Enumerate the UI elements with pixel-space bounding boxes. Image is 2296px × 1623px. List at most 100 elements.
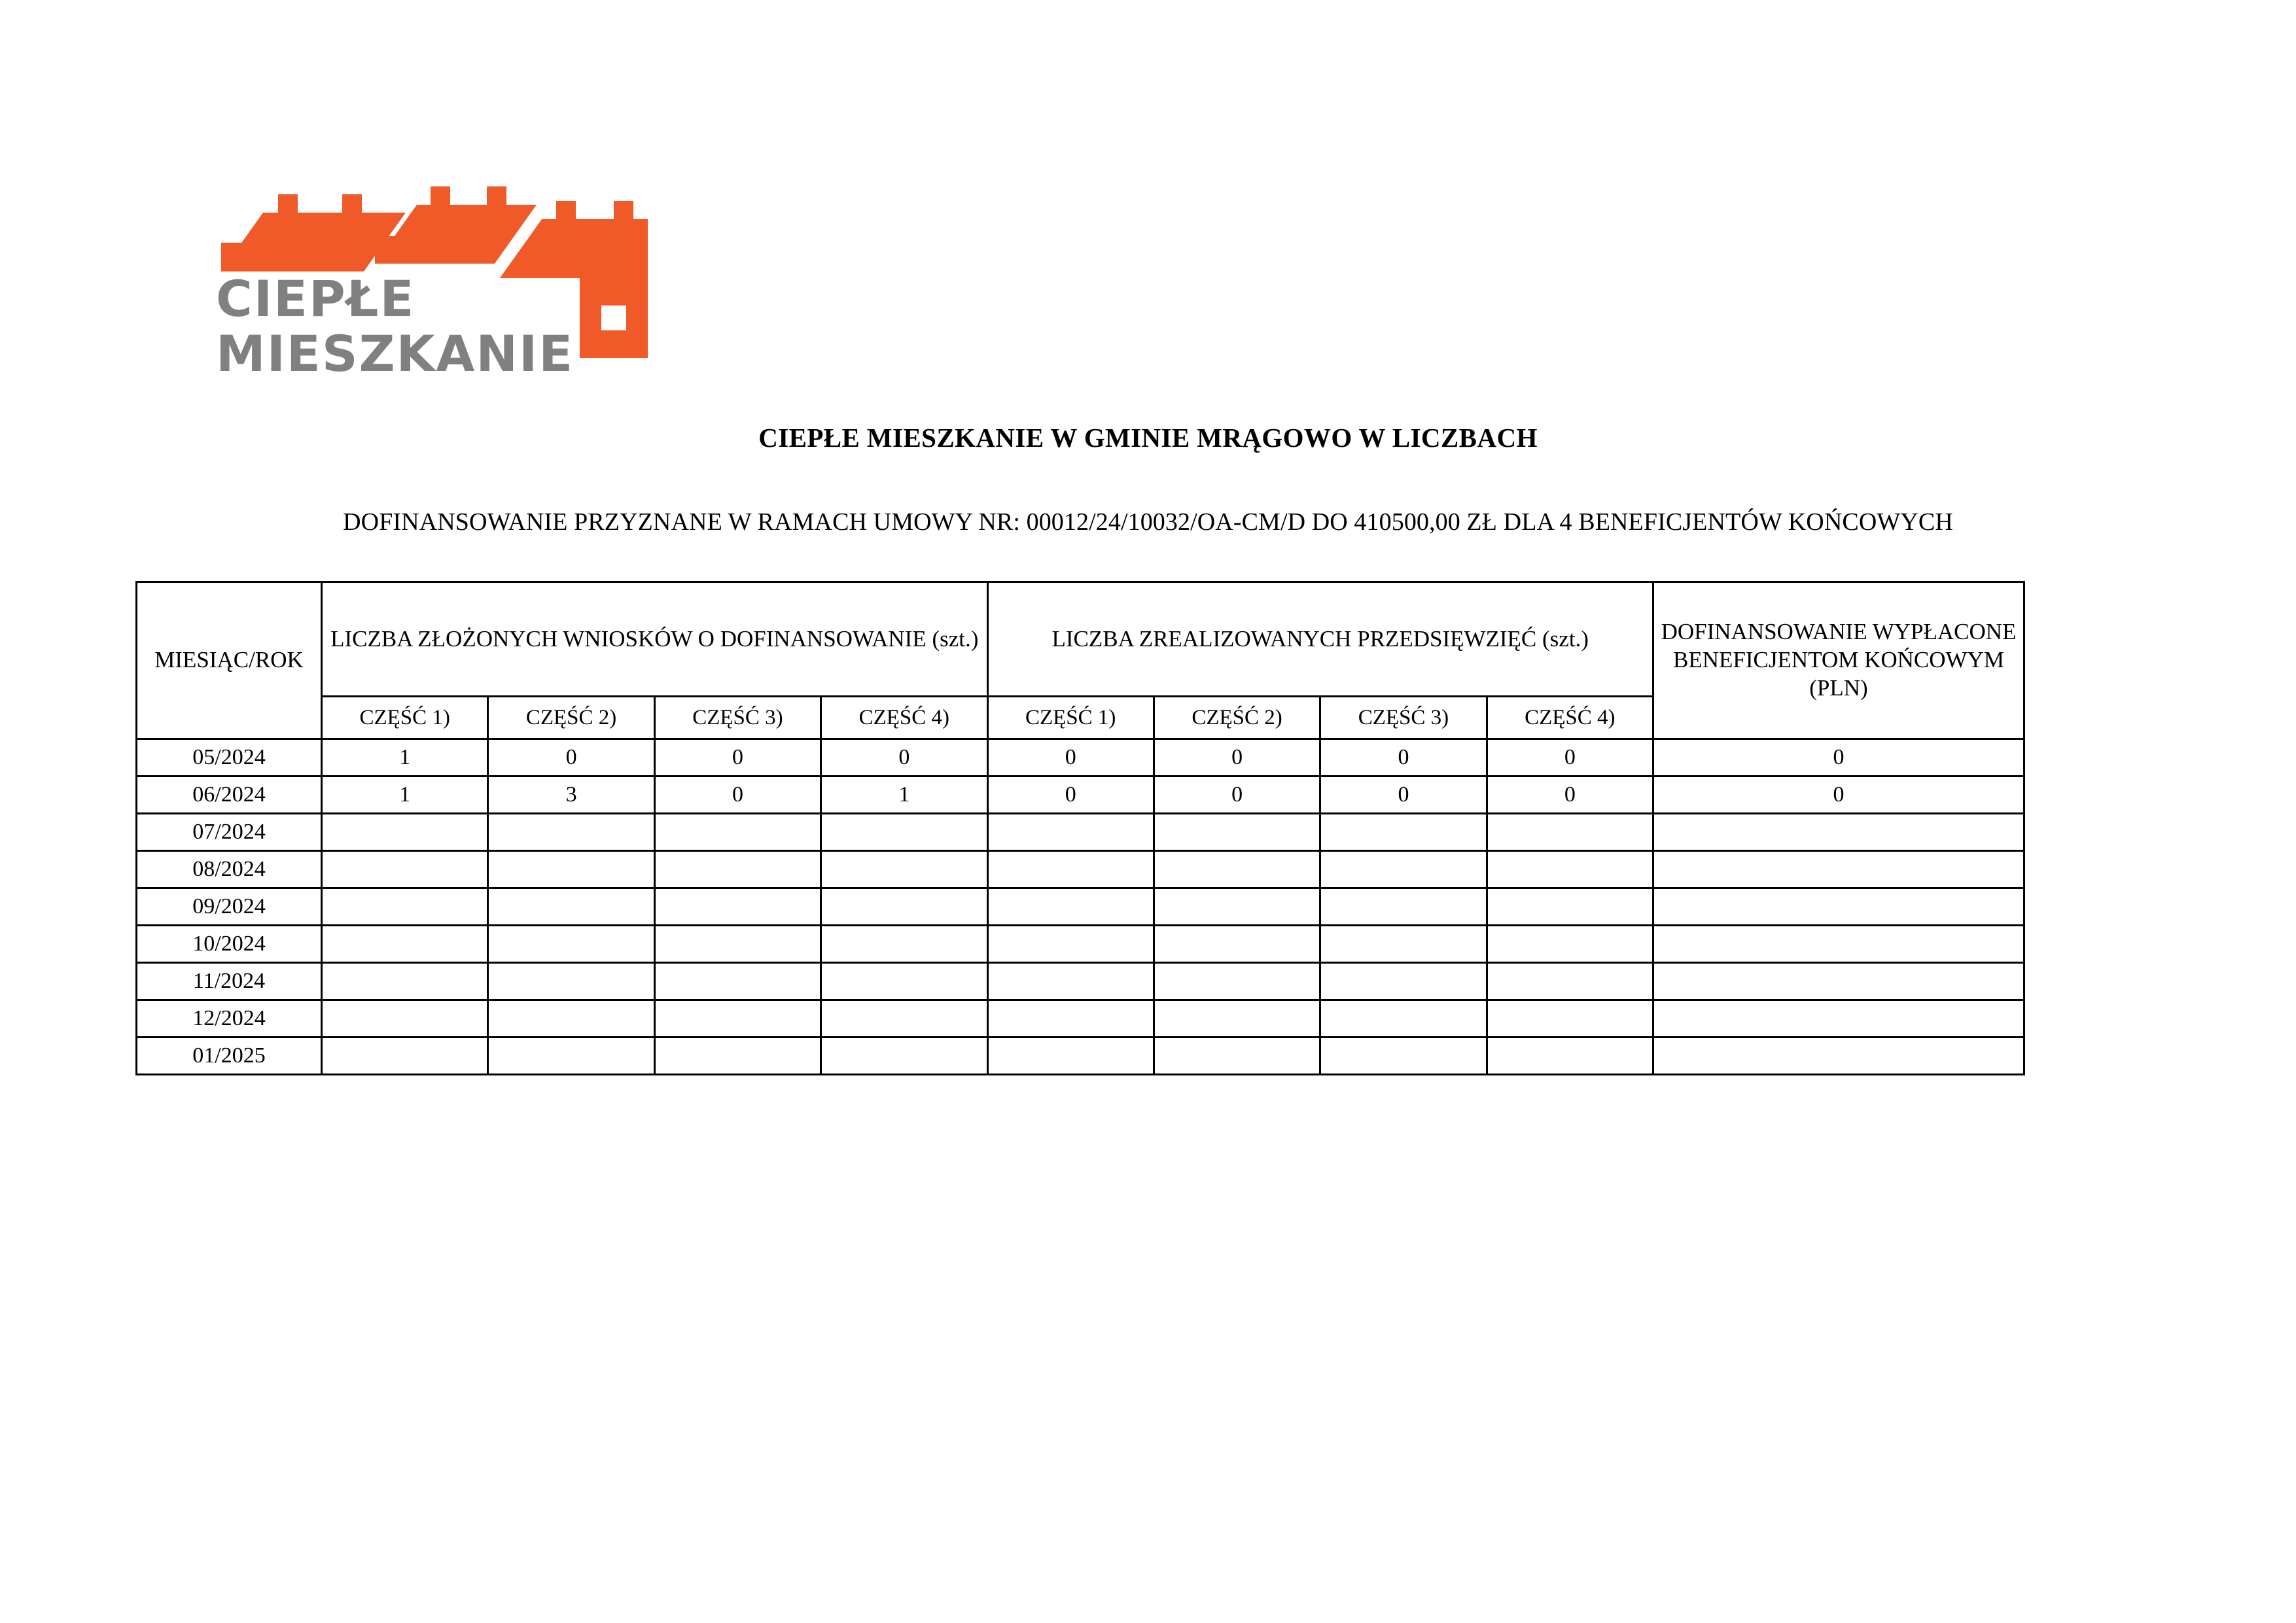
chimney-1b-icon — [342, 194, 362, 214]
cell-applications-part-4: 0 — [820, 738, 989, 777]
cell-applications-part-4: 1 — [820, 775, 989, 814]
cell-completed-part-2 — [1152, 1036, 1322, 1075]
column-header-month-year: MIESIĄC/ROK — [135, 581, 323, 740]
chimney-2a-icon — [431, 186, 450, 206]
page-subtitle: DOFINANSOWANIE PRZYZNANE W RAMACH UMOWY … — [343, 508, 1953, 536]
cell-payout — [1652, 850, 2025, 889]
cell-applications-part-3 — [653, 1036, 822, 1075]
cell-completed-part-1 — [986, 999, 1155, 1038]
cell-completed-part-4 — [1485, 850, 1655, 889]
table-row: 01/2025 — [135, 1036, 2025, 1075]
cell-completed-part-3: 0 — [1319, 775, 1488, 814]
cell-applications-part-1 — [320, 850, 489, 889]
cell-applications-part-4 — [820, 812, 989, 852]
cell-applications-part-2 — [487, 999, 656, 1038]
table-header-row-groups: MIESIĄC/ROK LICZBA ZŁOŻONYCH WNIOSKÓW O … — [135, 581, 2025, 740]
table-row: 12/2024 — [135, 999, 2025, 1038]
cell-completed-part-1: 0 — [986, 775, 1155, 814]
column-header-applications-part-1: CZĘŚĆ 1) — [320, 695, 489, 740]
cell-completed-part-3 — [1319, 924, 1488, 964]
cell-applications-part-4 — [820, 1036, 989, 1075]
cell-payout — [1652, 962, 2025, 1001]
table-row: 06/2024 1 3 0 1 0 0 0 0 0 — [135, 775, 2025, 814]
table-row: 10/2024 — [135, 924, 2025, 964]
table-header-row-parts: CZĘŚĆ 1) CZĘŚĆ 2) CZĘŚĆ 3) CZĘŚĆ 4) CZĘŚ… — [137, 695, 2024, 740]
table-body: 05/2024 1 0 0 0 0 0 0 0 0 06/2024 1 3 0 … — [135, 738, 2025, 1075]
cell-applications-part-4 — [820, 850, 989, 889]
cell-completed-part-4: 0 — [1485, 738, 1655, 777]
cell-month: 08/2024 — [135, 850, 323, 889]
cell-completed-part-4 — [1485, 887, 1655, 926]
table-row: 08/2024 — [135, 850, 2025, 889]
column-header-applications-part-4: CZĘŚĆ 4) — [820, 695, 989, 740]
column-group-header-payout: DOFINANSOWANIE WYPŁACONE BENEFICJENTOM K… — [1652, 581, 2025, 740]
column-group-header-applications: LICZBA ZŁOŻONYCH WNIOSKÓW O DOFINANSOWAN… — [321, 581, 989, 697]
cell-completed-part-3 — [1319, 850, 1488, 889]
cell-completed-part-1 — [986, 962, 1155, 1001]
cell-completed-part-2 — [1152, 850, 1322, 889]
column-group-header-completed: LICZBA ZREALIZOWANYCH PRZEDSIĘWZIĘĆ (szt… — [986, 581, 1654, 697]
table-row: 11/2024 — [135, 962, 2025, 1001]
cell-completed-part-1 — [986, 887, 1155, 926]
cell-applications-part-3: 0 — [653, 738, 822, 777]
cell-completed-part-3: 0 — [1319, 738, 1488, 777]
ciepłe-mieszkanie-logo-icon: CIEPŁE MIESZKANIE — [216, 186, 648, 383]
cell-applications-part-3: 0 — [653, 775, 822, 814]
column-header-completed-part-2: CZĘŚĆ 2) — [1152, 695, 1322, 740]
cell-applications-part-4 — [820, 999, 989, 1038]
cell-applications-part-1 — [320, 962, 489, 1001]
cell-completed-part-2: 0 — [1152, 738, 1322, 777]
cell-applications-part-3 — [653, 812, 822, 852]
cell-completed-part-3 — [1319, 999, 1488, 1038]
cell-completed-part-4: 0 — [1485, 775, 1655, 814]
chimney-2b-icon — [487, 186, 506, 206]
page-title: CIEPŁE MIESZKANIE W GMINIE MRĄGOWO W LIC… — [758, 423, 1538, 453]
chimney-3a-icon — [556, 201, 576, 220]
cell-applications-part-1: 1 — [320, 738, 489, 777]
cell-month: 11/2024 — [135, 962, 323, 1001]
cell-month: 12/2024 — [135, 999, 323, 1038]
cell-applications-part-3 — [653, 887, 822, 926]
table-row: 07/2024 — [135, 812, 2025, 852]
cell-applications-part-1: 1 — [320, 775, 489, 814]
cell-applications-part-1 — [320, 1036, 489, 1075]
cell-payout — [1652, 812, 2025, 852]
cell-completed-part-1: 0 — [986, 738, 1155, 777]
cell-completed-part-2: 0 — [1152, 775, 1322, 814]
column-header-completed-part-3: CZĘŚĆ 3) — [1319, 695, 1488, 740]
house-roof-3-icon — [500, 219, 648, 278]
cell-month: 07/2024 — [135, 812, 323, 852]
chimney-3b-icon — [614, 201, 633, 220]
cell-applications-part-3 — [653, 999, 822, 1038]
house-body-1-icon — [221, 243, 364, 271]
logo-wordmark-ciepłe: CIEPŁE — [216, 270, 415, 328]
statistics-table-container: MIESIĄC/ROK LICZBA ZŁOŻONYCH WNIOSKÓW O … — [135, 581, 2025, 1075]
cell-applications-part-2: 0 — [487, 738, 656, 777]
cell-payout: 0 — [1652, 738, 2025, 777]
cell-applications-part-2 — [487, 887, 656, 926]
table-head: MIESIĄC/ROK LICZBA ZŁOŻONYCH WNIOSKÓW O … — [135, 581, 2025, 740]
cell-completed-part-2 — [1152, 887, 1322, 926]
cell-completed-part-3 — [1319, 812, 1488, 852]
column-header-applications-part-2: CZĘŚĆ 2) — [487, 695, 656, 740]
cell-completed-part-1 — [986, 924, 1155, 964]
chimney-1a-icon — [278, 194, 298, 214]
cell-completed-part-1 — [986, 850, 1155, 889]
cell-applications-part-4 — [820, 962, 989, 1001]
table-row: 05/2024 1 0 0 0 0 0 0 0 0 — [135, 738, 2025, 777]
cell-applications-part-4 — [820, 887, 989, 926]
cell-applications-part-2 — [487, 850, 656, 889]
cell-applications-part-1 — [320, 812, 489, 852]
logo-wordmark-mieszkanie: MIESZKANIE — [216, 324, 574, 383]
cell-month: 06/2024 — [135, 775, 323, 814]
cell-completed-part-2 — [1152, 812, 1322, 852]
cell-payout — [1652, 1036, 2025, 1075]
cell-completed-part-3 — [1319, 1036, 1488, 1075]
house-window-icon — [601, 305, 626, 330]
cell-applications-part-3 — [653, 924, 822, 964]
cell-applications-part-2: 3 — [487, 775, 656, 814]
cell-applications-part-2 — [487, 812, 656, 852]
column-header-completed-part-4: CZĘŚĆ 4) — [1485, 695, 1655, 740]
cell-applications-part-3 — [653, 962, 822, 1001]
cell-completed-part-1 — [986, 1036, 1155, 1075]
